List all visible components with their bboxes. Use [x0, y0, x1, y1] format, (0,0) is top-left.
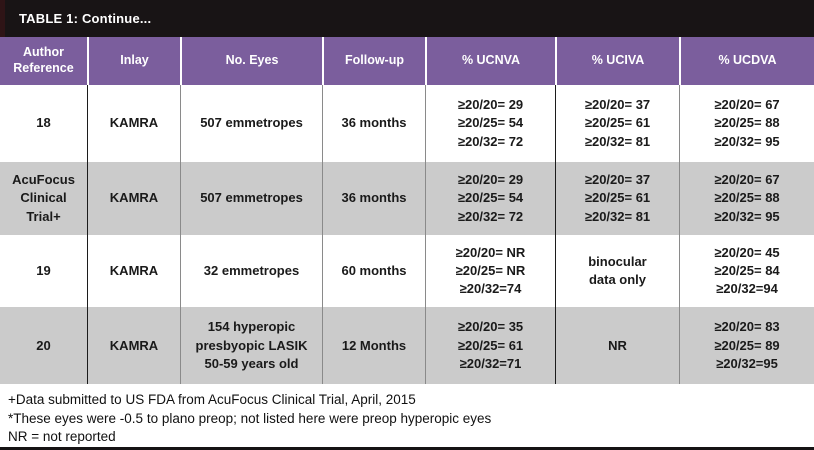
- cell-follow-up: 36 months: [322, 162, 425, 236]
- cell-inlay: KAMRA: [87, 162, 180, 236]
- cell-ucnva: ≥20/20= NR ≥20/25= NR ≥20/32=74: [425, 235, 555, 308]
- footnotes: +Data submitted to US FDA from AcuFocus …: [0, 384, 814, 447]
- cell-follow-up: 60 months: [322, 235, 425, 308]
- cell-inlay: KAMRA: [87, 85, 180, 162]
- table-header-row: Author Reference Inlay No. Eyes Follow-u…: [0, 37, 814, 85]
- cell-uciva: NR: [555, 307, 679, 385]
- cell-inlay: KAMRA: [87, 235, 180, 308]
- column-header-uciva: % UCIVA: [555, 37, 679, 85]
- cell-ucdva: ≥20/20= 83 ≥20/25= 89 ≥20/32=95: [679, 307, 814, 385]
- cell-uciva: ≥20/20= 37 ≥20/25= 61 ≥20/32= 81: [555, 162, 679, 236]
- footnote: NR = not reported: [8, 429, 116, 445]
- footnote: +Data submitted to US FDA from AcuFocus …: [8, 392, 416, 408]
- footnote: *These eyes were -0.5 to plano preop; no…: [8, 410, 492, 426]
- column-header-author-reference: Author Reference: [0, 37, 87, 85]
- table-title-bar: TABLE 1: Continue...: [0, 0, 814, 37]
- cell-uciva: ≥20/20= 37 ≥20/25= 61 ≥20/32= 81: [555, 85, 679, 162]
- table-row: 20 KAMRA 154 hyperopic presbyopic LASIK …: [0, 307, 814, 385]
- cell-author: 18: [36, 115, 51, 131]
- cell-ucdva: ≥20/20= 67 ≥20/25= 88 ≥20/32= 95: [679, 162, 814, 236]
- cell-ucdva: ≥20/20= 67 ≥20/25= 88 ≥20/32= 95: [679, 85, 814, 162]
- column-header-inlay: Inlay: [87, 37, 180, 85]
- table-title: TABLE 1: Continue...: [19, 11, 152, 26]
- table-row: AcuFocus Clinical Trial+ KAMRA 507 emmet…: [0, 162, 814, 236]
- cell-ucnva: ≥20/20= 29 ≥20/25= 54 ≥20/32= 72: [425, 85, 555, 162]
- cell-ucnva: ≥20/20= 29 ≥20/25= 54 ≥20/32= 72: [425, 162, 555, 236]
- cell-follow-up: 36 months: [322, 85, 425, 162]
- column-header-ucdva: % UCDVA: [679, 37, 814, 85]
- cell-follow-up: 12 Months: [322, 307, 425, 385]
- cell-no-eyes: 32 emmetropes: [180, 235, 322, 308]
- cell-no-eyes: 154 hyperopic presbyopic LASIK 50-59 yea…: [180, 307, 322, 385]
- cell-ucnva: ≥20/20= 35 ≥20/25= 61 ≥20/32=71: [425, 307, 555, 385]
- column-header-ucnva: % UCNVA: [425, 37, 555, 85]
- cell-ucdva: ≥20/20= 45 ≥20/25= 84 ≥20/32=94: [679, 235, 814, 308]
- cell-inlay: KAMRA: [87, 307, 180, 385]
- cell-no-eyes: 507 emmetropes: [180, 162, 322, 236]
- cell-no-eyes: 507 emmetropes: [180, 85, 322, 162]
- cell-author: 19: [36, 262, 51, 278]
- table-row: 19 KAMRA 32 emmetropes 60 months ≥20/20=…: [0, 235, 814, 308]
- table-row: 18 KAMRA 507 emmetropes 36 months ≥20/20…: [0, 85, 814, 162]
- cell-author: 20: [36, 337, 51, 353]
- column-header-follow-up: Follow-up: [322, 37, 425, 85]
- cell-author: AcuFocus Clinical Trial+: [12, 172, 75, 224]
- cell-uciva: binocular data only: [555, 235, 679, 308]
- column-header-no-eyes: No. Eyes: [180, 37, 322, 85]
